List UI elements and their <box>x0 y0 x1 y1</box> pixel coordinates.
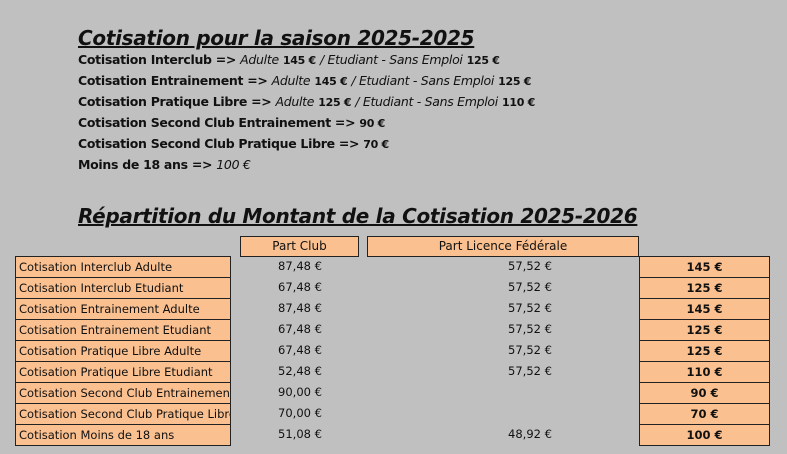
row-label: Cotisation Moins de 18 ans <box>15 424 231 446</box>
row-total: 110 € <box>639 361 770 383</box>
row-label: Cotisation Pratique Libre Adulte <box>15 340 231 362</box>
price-line: Moins de 18 ans => 100 € <box>78 157 251 172</box>
row-total: 125 € <box>639 277 770 299</box>
row-part-licence <box>460 403 600 424</box>
line-label: Cotisation Pratique Libre => <box>78 94 272 109</box>
row-label: Cotisation Second Club Entrainement <box>15 382 231 404</box>
price-line: Cotisation Entrainement => Adulte 145 € … <box>78 73 531 88</box>
row-total: 145 € <box>639 298 770 320</box>
price-line: Cotisation Second Club Pratique Libre =>… <box>78 136 389 151</box>
row-label: Cotisation Entrainement Adulte <box>15 298 231 320</box>
row-part-licence: 57,52 € <box>508 280 552 294</box>
row-label: Cotisation Interclub Etudiant <box>15 277 231 299</box>
header-part-club: Part Club <box>240 236 359 257</box>
row-total: 145 € <box>639 256 770 278</box>
row-part-licence: 57,52 € <box>508 322 552 336</box>
row-part-licence: 57,52 € <box>508 259 552 273</box>
line-adult-label: Adulte <box>240 52 279 67</box>
line-sep: / Etudiant - Sans Emploi <box>319 52 463 67</box>
title-season: Cotisation pour la saison 2025-2025 <box>78 26 475 50</box>
row-part-club: 87,48 € <box>278 259 322 273</box>
row-part-licence <box>460 382 600 403</box>
row-part-club: 67,48 € <box>278 280 322 294</box>
row-total: 125 € <box>639 319 770 341</box>
row-part-licence: 57,52 € <box>508 343 552 357</box>
row-part-licence: 57,52 € <box>508 364 552 378</box>
line-adult-label: Adulte <box>271 73 311 88</box>
row-total: 70 € <box>639 403 770 425</box>
price-line: Cotisation Second Club Entrainement => 9… <box>78 115 385 130</box>
line-adult-price: 145 € <box>282 54 316 67</box>
line-adult-price: 125 € <box>318 96 352 109</box>
line-adult-price: 145 € <box>314 75 348 88</box>
row-label: Cotisation Interclub Adulte <box>15 256 231 278</box>
row-total: 100 € <box>639 424 770 446</box>
row-part-licence: 48,92 € <box>508 427 552 441</box>
line-student-price: 110 € <box>502 96 535 109</box>
row-label: Cotisation Entrainement Etudiant <box>15 319 231 341</box>
price-line: Cotisation Pratique Libre => Adulte 125 … <box>78 94 535 109</box>
line-adult-label: 100 € <box>216 157 251 172</box>
row-part-club: 52,48 € <box>278 364 322 378</box>
row-part-club: 87,48 € <box>278 301 322 315</box>
row-part-club: 67,48 € <box>278 343 322 357</box>
line-sep: / Etudiant - Sans Emploi <box>351 73 495 88</box>
line-label: Moins de 18 ans => <box>78 157 213 172</box>
row-part-club: 70,00 € <box>278 406 322 420</box>
row-part-club: 51,08 € <box>278 427 322 441</box>
line-label: Cotisation Second Club Entrainement => <box>78 115 356 130</box>
row-label: Cotisation Pratique Libre Etudiant <box>15 361 231 383</box>
line-label: Cotisation Entrainement => <box>78 73 268 88</box>
row-total: 90 € <box>639 382 770 404</box>
line-adult-label: Adulte <box>275 94 315 109</box>
header-part-licence: Part Licence Fédérale <box>367 236 639 257</box>
line-sep: / Etudiant - Sans Emploi <box>355 94 498 109</box>
line-student-price: 125 € <box>466 54 500 67</box>
line-adult-price: 70 € <box>363 138 389 151</box>
price-line: Cotisation Interclub => Adulte 145 € / E… <box>78 52 500 67</box>
line-student-price: 125 € <box>498 75 532 88</box>
row-label: Cotisation Second Club Pratique Libre <box>15 403 231 425</box>
row-part-licence: 57,52 € <box>508 301 552 315</box>
row-part-club: 67,48 € <box>278 322 322 336</box>
line-label: Cotisation Second Club Pratique Libre => <box>78 136 360 151</box>
line-label: Cotisation Interclub => <box>78 52 237 67</box>
line-adult-price: 90 € <box>359 117 385 130</box>
row-total: 125 € <box>639 340 770 362</box>
title-breakdown: Répartition du Montant de la Cotisation … <box>78 204 638 228</box>
row-part-club: 90,00 € <box>278 385 322 399</box>
